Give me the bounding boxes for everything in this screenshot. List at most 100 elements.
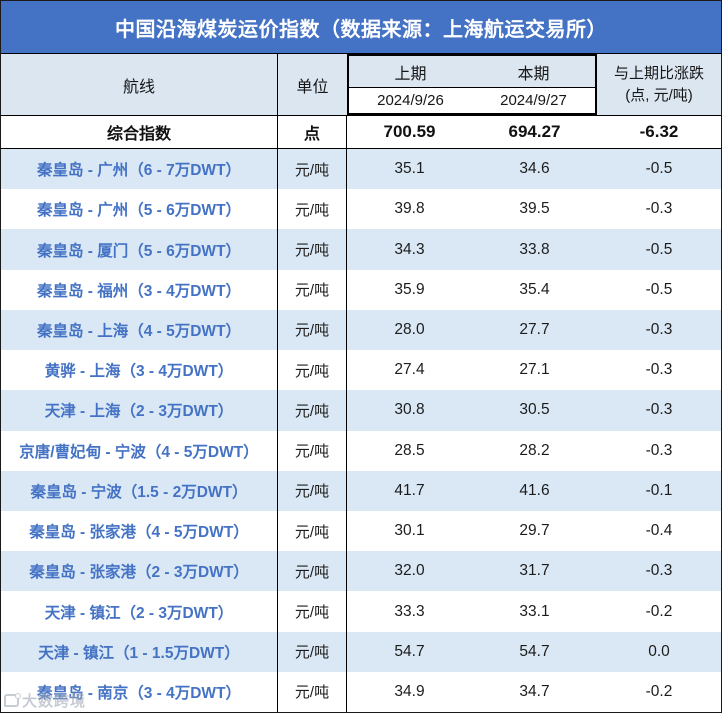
prev-value: 39.8 xyxy=(394,200,425,218)
table-body: 秦皇岛 - 广州（6 - 7万DWT） 元/吨 35.1 34.6 -0.5 秦… xyxy=(1,149,721,712)
prev-value: 35.9 xyxy=(394,280,425,298)
change-value: -0.2 xyxy=(645,602,673,620)
route-name: 秦皇岛 - 广州（6 - 7万DWT） xyxy=(1,149,278,190)
curr-value: 34.7 xyxy=(519,682,550,700)
table-row: 天津 - 上海（2 - 3万DWT） 元/吨 30.8 30.5 -0.3 xyxy=(1,390,721,431)
route-name: 秦皇岛 - 宁波（1.5 - 2万DWT） xyxy=(1,470,278,511)
route-name: 天津 - 镇江（1 - 1.5万DWT） xyxy=(1,631,278,672)
prev-value: 32.0 xyxy=(394,562,425,580)
route-name: 黄骅 - 上海（3 - 4万DWT） xyxy=(1,350,278,391)
route-name: 秦皇岛 - 张家港（2 - 3万DWT） xyxy=(1,551,278,592)
route-name: 秦皇岛 - 上海（4 - 5万DWT） xyxy=(1,309,278,351)
header-route: 航线 xyxy=(1,54,278,115)
table-header: 航线 单位 上期 本期 2024/9/26 2024/9/27 与上期比涨跌 (… xyxy=(1,53,721,116)
curr-value: 39.5 xyxy=(519,200,550,218)
change-value: -0.1 xyxy=(645,481,673,499)
change-value: -0.4 xyxy=(645,522,673,540)
curr-value: 28.2 xyxy=(519,441,550,459)
prev-value: 34.9 xyxy=(394,682,425,700)
header-prev-period: 上期 xyxy=(349,56,472,88)
prev-value: 35.1 xyxy=(394,160,425,178)
summary-unit: 点 xyxy=(278,116,347,148)
summary-route: 综合指数 xyxy=(1,116,278,148)
curr-value: 30.5 xyxy=(519,401,550,419)
table-row: 黄骅 - 上海（3 - 4万DWT） 元/吨 27.4 27.1 -0.3 xyxy=(1,350,721,391)
route-name: 秦皇岛 - 福州（3 - 4万DWT） xyxy=(1,269,278,310)
table-row: 秦皇岛 - 张家港（4 - 5万DWT） 元/吨 30.1 29.7 -0.4 xyxy=(1,510,721,552)
table-row: 秦皇岛 - 南京（3 - 4万DWT） 元/吨 34.9 34.7 -0.2 xyxy=(1,671,721,712)
unit-value: 元/吨 xyxy=(278,229,347,270)
table-row: 京唐/曹妃甸 - 宁波（4 - 5万DWT） 元/吨 28.5 28.2 -0.… xyxy=(1,430,721,471)
table-row: 秦皇岛 - 上海（4 - 5万DWT） 元/吨 28.0 27.7 -0.3 xyxy=(1,309,721,351)
change-value: -0.3 xyxy=(645,401,673,419)
unit-value: 元/吨 xyxy=(278,470,347,511)
change-value: -0.3 xyxy=(645,200,673,218)
route-name: 秦皇岛 - 张家港（4 - 5万DWT） xyxy=(1,510,278,552)
curr-value: 33.8 xyxy=(519,240,550,258)
prev-value: 33.3 xyxy=(394,602,425,620)
table-row: 秦皇岛 - 宁波（1.5 - 2万DWT） 元/吨 41.7 41.6 -0.1 xyxy=(1,470,721,511)
table-row: 秦皇岛 - 广州（5 - 6万DWT） 元/吨 39.8 39.5 -0.3 xyxy=(1,189,721,230)
curr-value: 33.1 xyxy=(519,602,550,620)
curr-value: 34.6 xyxy=(519,160,550,178)
prev-value: 28.0 xyxy=(394,320,425,338)
unit-value: 元/吨 xyxy=(278,269,347,310)
unit-value: 元/吨 xyxy=(278,671,347,712)
table-row: 秦皇岛 - 张家港（2 - 3万DWT） 元/吨 32.0 31.7 -0.3 xyxy=(1,551,721,592)
header-change: 与上期比涨跌 (点, 元/吨) xyxy=(597,54,721,115)
header-prev-date: 2024/9/26 xyxy=(349,88,472,113)
change-value: -0.3 xyxy=(645,441,673,459)
unit-value: 元/吨 xyxy=(278,631,347,672)
curr-value: 27.1 xyxy=(519,361,550,379)
table-row: 天津 - 镇江（1 - 1.5万DWT） 元/吨 54.7 54.7 0.0 xyxy=(1,631,721,672)
change-value: -0.3 xyxy=(645,562,673,580)
curr-value: 31.7 xyxy=(519,562,550,580)
table-row: 秦皇岛 - 福州（3 - 4万DWT） 元/吨 35.9 35.4 -0.5 xyxy=(1,269,721,310)
route-name: 京唐/曹妃甸 - 宁波（4 - 5万DWT） xyxy=(1,430,278,471)
route-name: 秦皇岛 - 广州（5 - 6万DWT） xyxy=(1,189,278,230)
change-value: -0.5 xyxy=(645,160,673,178)
prev-value: 28.5 xyxy=(394,441,425,459)
route-name: 秦皇岛 - 厦门（5 - 6万DWT） xyxy=(1,229,278,270)
table-row: 秦皇岛 - 广州（6 - 7万DWT） 元/吨 35.1 34.6 -0.5 xyxy=(1,149,721,190)
unit-value: 元/吨 xyxy=(278,309,347,351)
header-unit: 单位 xyxy=(296,78,329,96)
summary-change-value: -6.32 xyxy=(639,122,679,141)
change-value: -0.2 xyxy=(645,682,673,700)
header-change-line2: (点, 元/吨) xyxy=(625,86,693,104)
unit-value: 元/吨 xyxy=(278,189,347,230)
curr-value: 27.7 xyxy=(519,320,550,338)
change-value: -0.5 xyxy=(645,280,673,298)
curr-value: 41.6 xyxy=(519,481,550,499)
header-curr-period: 本期 xyxy=(472,56,595,88)
unit-value: 元/吨 xyxy=(278,390,347,431)
unit-value: 元/吨 xyxy=(278,591,347,632)
change-value: -0.5 xyxy=(645,240,673,258)
curr-value: 29.7 xyxy=(519,522,550,540)
change-value: -0.3 xyxy=(645,361,673,379)
summary-row: 综合指数 点 700.59 694.27 -6.32 xyxy=(1,116,721,149)
header-change-line1: 与上期比涨跌 xyxy=(613,64,704,82)
header-curr-date: 2024/9/27 xyxy=(472,88,595,113)
unit-value: 元/吨 xyxy=(278,510,347,552)
prev-value: 34.3 xyxy=(394,240,425,258)
unit-value: 元/吨 xyxy=(278,350,347,391)
curr-value: 35.4 xyxy=(519,280,550,298)
table-row: 秦皇岛 - 厦门（5 - 6万DWT） 元/吨 34.3 33.8 -0.5 xyxy=(1,229,721,270)
prev-value: 30.1 xyxy=(394,522,425,540)
route-name: 秦皇岛 - 南京（3 - 4万DWT） xyxy=(1,671,278,712)
table-row: 天津 - 镇江（2 - 3万DWT） 元/吨 33.3 33.1 -0.2 xyxy=(1,591,721,632)
unit-value: 元/吨 xyxy=(278,551,347,592)
prev-value: 41.7 xyxy=(394,481,425,499)
change-value: 0.0 xyxy=(648,642,670,660)
summary-curr-value: 694.27 xyxy=(508,122,561,141)
table-title: 中国沿海煤炭运价指数（数据来源：上海航运交易所） xyxy=(1,1,721,53)
route-name: 天津 - 上海（2 - 3万DWT） xyxy=(1,390,278,431)
change-value: -0.3 xyxy=(645,320,673,338)
header-period-block: 上期 本期 2024/9/26 2024/9/27 xyxy=(347,54,597,115)
curr-value: 54.7 xyxy=(519,642,550,660)
route-name: 天津 - 镇江（2 - 3万DWT） xyxy=(1,591,278,632)
prev-value: 27.4 xyxy=(394,361,425,379)
unit-value: 元/吨 xyxy=(278,149,347,190)
